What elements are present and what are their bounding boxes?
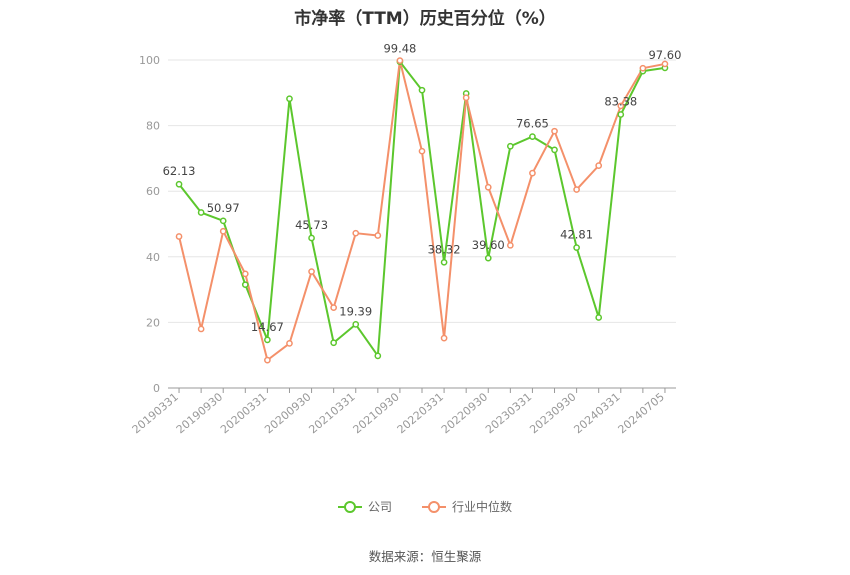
data-point-company — [418, 86, 426, 94]
data-point-industry-median — [617, 102, 625, 110]
data-label: 62.13 — [163, 164, 196, 178]
x-tick-label: 20220930 — [439, 390, 490, 436]
data-point-industry-median — [661, 60, 669, 68]
x-tick-label: 20190930 — [174, 390, 225, 436]
data-point-industry-median — [506, 241, 514, 249]
x-tick-label: 20230930 — [527, 390, 578, 436]
data-point-industry-median — [308, 268, 315, 275]
legend-swatch-industry-median — [422, 500, 446, 514]
data-point-company — [352, 321, 360, 328]
data-point-company — [617, 111, 625, 118]
data-point-industry-median — [529, 169, 536, 177]
data-label: 50.97 — [207, 201, 240, 215]
data-point-company — [219, 217, 227, 225]
data-point-company — [330, 339, 338, 347]
source-note: 数据来源：恒生聚源 — [368, 549, 482, 564]
y-tick-label: 20 — [146, 316, 160, 329]
data-point-industry-median — [418, 147, 426, 155]
data-point-industry-median — [352, 229, 360, 237]
data-label: 45.73 — [295, 218, 328, 232]
x-tick-label: 20240705 — [616, 390, 667, 436]
data-label: 42.81 — [560, 228, 593, 242]
data-point-industry-median — [374, 232, 382, 239]
x-tick-label: 20200930 — [262, 390, 313, 436]
data-point-industry-median — [551, 127, 558, 135]
data-point-industry-median — [286, 340, 293, 347]
data-label: 39.60 — [472, 238, 505, 252]
y-tick-label: 60 — [146, 185, 160, 198]
data-point-industry-median — [241, 270, 249, 278]
data-point-company — [197, 209, 205, 216]
data-label: 14.67 — [251, 320, 284, 334]
data-label: 76.65 — [516, 117, 549, 131]
data-point-company — [286, 95, 293, 103]
chart-plot: 0 20 40 60 80 100 2019033120190930202003312020… — [130, 42, 682, 437]
data-point-company — [264, 336, 271, 344]
chart-title: 市净率（TTM）历史百分位（%） — [294, 9, 556, 29]
y-tick-label: 100 — [139, 54, 160, 67]
data-point-industry-median — [330, 304, 338, 311]
data-label: 83.38 — [604, 95, 637, 109]
data-point-industry-median — [219, 227, 227, 235]
series-line-company — [178, 60, 666, 357]
legend-label-company: 公司 — [367, 500, 392, 514]
x-tick-label: 20230331 — [483, 390, 534, 436]
data-label: 19.39 — [339, 304, 372, 318]
legend-swatch-company — [337, 500, 362, 514]
data-point-industry-median — [573, 186, 580, 193]
x-tick-label: 20240331 — [571, 390, 622, 436]
data-label: 99.48 — [383, 42, 416, 56]
y-tick-label: 80 — [146, 120, 160, 133]
data-point-company — [374, 352, 382, 360]
data-point-company — [573, 244, 580, 251]
data-point-industry-median — [639, 64, 647, 72]
data-label: 97.60 — [648, 48, 681, 62]
y-tick-label: 40 — [146, 251, 160, 264]
data-point-industry-median — [396, 57, 404, 65]
legend: 公司 行业中位数 — [0, 498, 850, 515]
data-point-industry-median — [462, 94, 470, 102]
data-point-company — [506, 142, 514, 150]
y-tick-label: 0 — [153, 382, 160, 395]
data-point-industry-median — [197, 325, 205, 333]
data-label: 38.32 — [428, 242, 461, 256]
data-point-company — [595, 314, 603, 321]
data-point-company — [551, 146, 558, 154]
data-point-company — [241, 281, 249, 289]
legend-item-industry-median[interactable]: 行业中位数 — [422, 498, 512, 515]
legend-label-industry-median: 行业中位数 — [452, 500, 513, 514]
data-point-company — [308, 234, 315, 242]
data-point-company — [529, 133, 536, 140]
data-point-company — [440, 258, 448, 266]
legend-item-company[interactable]: 公司 — [337, 498, 392, 515]
data-point-company — [484, 254, 492, 262]
x-tick-label: 20200331 — [218, 390, 269, 436]
x-tick-label: 20210331 — [306, 390, 357, 436]
x-tick-label: 20210930 — [351, 390, 402, 436]
x-tick-label: 20190331 — [130, 390, 181, 436]
data-point-company — [175, 180, 183, 188]
data-point-industry-median — [264, 356, 271, 364]
x-tick-label: 20220331 — [395, 390, 446, 436]
data-point-industry-median — [484, 183, 492, 191]
series-line-industry-median — [178, 59, 666, 362]
data-point-industry-median — [595, 162, 603, 169]
data-point-industry-median — [175, 233, 183, 240]
data-point-industry-median — [440, 334, 448, 342]
